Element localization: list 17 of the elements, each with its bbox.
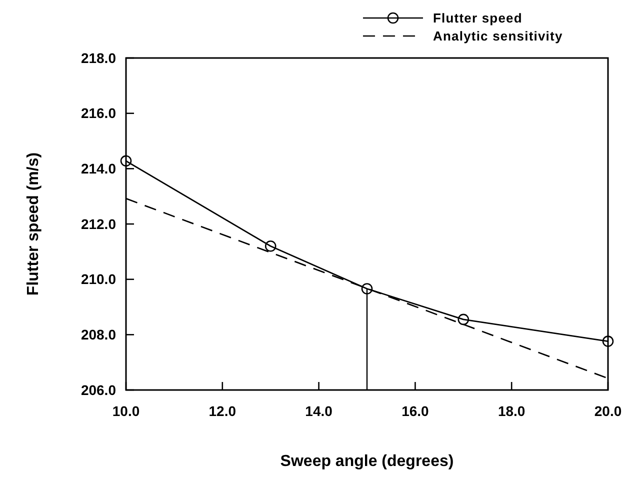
x-tick-label: 16.0 [402,403,430,419]
y-tick-label: 206.0 [80,382,116,398]
x-tick-label: 14.0 [305,403,333,419]
x-axis-title: Sweep angle (degrees) [280,453,454,470]
y-axis-title: Flutter speed (m/s) [25,152,42,296]
y-tick-label: 208.0 [80,326,116,343]
y-tick-label: 212.0 [80,216,116,232]
y-tick-label: 210.0 [80,271,116,288]
x-tick-label: 20.0 [594,403,622,419]
y-tick-label: 216.0 [80,105,116,122]
legend-label: Flutter speed [433,10,522,26]
legend-label: Analytic sensitivity [433,28,563,44]
y-tick-label: 214.0 [80,160,116,177]
x-tick-label: 18.0 [498,403,526,419]
x-tick-label: 10.0 [112,403,140,419]
y-tick-label: 218.0 [80,50,116,66]
x-tick-label: 12.0 [208,403,236,419]
